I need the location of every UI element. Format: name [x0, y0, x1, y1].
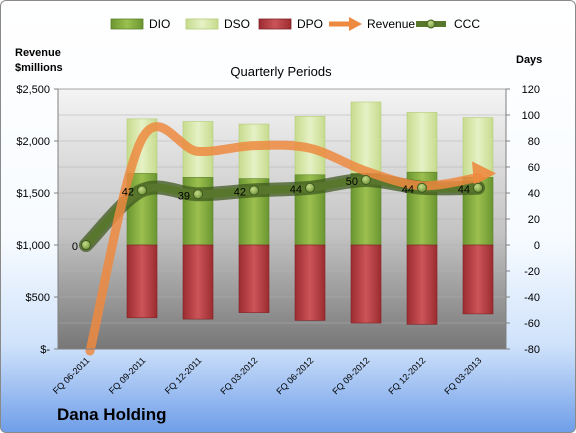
dpo-bar: [462, 244, 494, 315]
legend: DIO DSO DPO Revenue CCC: [110, 17, 480, 31]
y-right-title: Days: [516, 54, 542, 66]
ccc-data-label: 50: [346, 176, 358, 188]
x-axis: FQ 06-2011 FQ 09-2011 FQ 12-2011 FQ 03-2012…: [51, 348, 506, 396]
legend-label-dso: DSO: [224, 17, 250, 31]
revenue-arrowhead: [472, 161, 496, 186]
ccc-marker: [473, 182, 483, 193]
dpo-bar: [238, 244, 270, 313]
legend-label-revenue: Revenue: [367, 17, 415, 31]
lines: 0 42 39 42 44 50 44 44: [72, 122, 496, 356]
y-left-tick-label: $500: [26, 292, 50, 304]
y-right-tick-label: 0: [534, 240, 540, 252]
ccc-data-label: 44: [290, 184, 302, 196]
ccc-marker: [193, 189, 203, 200]
chart-title: Quarterly Periods: [230, 64, 332, 79]
y-right-tick-label: -20: [524, 266, 540, 278]
legend-swatch-dso: [185, 18, 219, 30]
y-right-tick-label: 80: [528, 136, 540, 148]
y-right-tick-label: 120: [522, 84, 540, 96]
y-left-axis: $- $500 $1,000 $1,500 $2,000 $2,500: [16, 84, 59, 356]
x-tick-label: FQ 06-2012: [274, 355, 315, 396]
y-left-tick-label: $2,000: [16, 136, 50, 148]
x-tick-label: FQ 12-2012: [386, 355, 427, 396]
x-tick-label: FQ 06-2011: [51, 355, 92, 396]
legend-label-ccc: CCC: [454, 17, 480, 31]
ccc-marker: [81, 240, 91, 250]
x-tick-label: FQ 03-2013: [442, 355, 483, 396]
legend-swatch-dpo: [258, 18, 292, 30]
x-tick-label: FQ 09-2011: [107, 355, 148, 396]
legend-swatch-revenue-head: [349, 17, 362, 31]
y-right-axis: -80 -60 -40 -20 0 20 40 60 80 100 120: [505, 84, 540, 356]
dpo-bar: [294, 244, 326, 321]
company-name: Dana Holding: [57, 405, 167, 424]
dpo-bar: [182, 244, 214, 320]
x-tick-label: FQ 12-2011: [163, 355, 204, 396]
ccc-marker: [417, 182, 427, 193]
ccc-marker: [249, 185, 259, 196]
y-left-tick-label: $1,500: [16, 188, 50, 200]
legend-label-dio: DIO: [149, 17, 170, 31]
y-left-tick-label: $2,500: [16, 84, 50, 96]
y-left-tick-label: $-: [40, 344, 50, 356]
ccc-data-label: 42: [234, 186, 246, 198]
ccc-data-label: 39: [178, 190, 190, 202]
ccc-data-label: 0: [72, 241, 78, 253]
y-right-tick-label: -60: [524, 318, 540, 330]
dpo-bar: [350, 244, 382, 324]
dpo-bar: [406, 244, 438, 325]
ccc-data-label: 44: [458, 184, 470, 196]
legend-swatch-dio: [110, 18, 144, 30]
y-right-tick-label: 20: [528, 214, 540, 226]
y-right-tick-label: 40: [528, 188, 540, 200]
ccc-marker: [361, 175, 371, 185]
y-left-title-line2: $millions: [15, 62, 63, 74]
dso-bar: [406, 112, 438, 173]
dso-bar: [350, 101, 382, 174]
ccc-data-label: 42: [122, 186, 134, 198]
y-right-tick-label: -80: [524, 344, 540, 356]
legend-label-dpo: DPO: [297, 17, 323, 31]
x-tick-label: FQ 03-2012: [218, 355, 259, 396]
ccc-marker: [305, 182, 315, 193]
legend-swatch-ccc-marker: [426, 19, 436, 29]
dso-bar: [238, 123, 270, 179]
dpo-bar: [126, 244, 158, 319]
ccc-marker: [137, 185, 147, 196]
x-tick-label: FQ 09-2012: [330, 355, 371, 396]
y-left-title-line1: Revenue: [15, 47, 61, 59]
y-right-tick-label: 100: [522, 110, 540, 122]
ccc-data-label: 44: [402, 184, 414, 196]
y-left-tick-label: $1,000: [16, 240, 50, 252]
y-right-tick-label: -40: [524, 292, 540, 304]
y-right-tick-label: 60: [528, 162, 540, 174]
revenue-line: [85, 122, 483, 356]
